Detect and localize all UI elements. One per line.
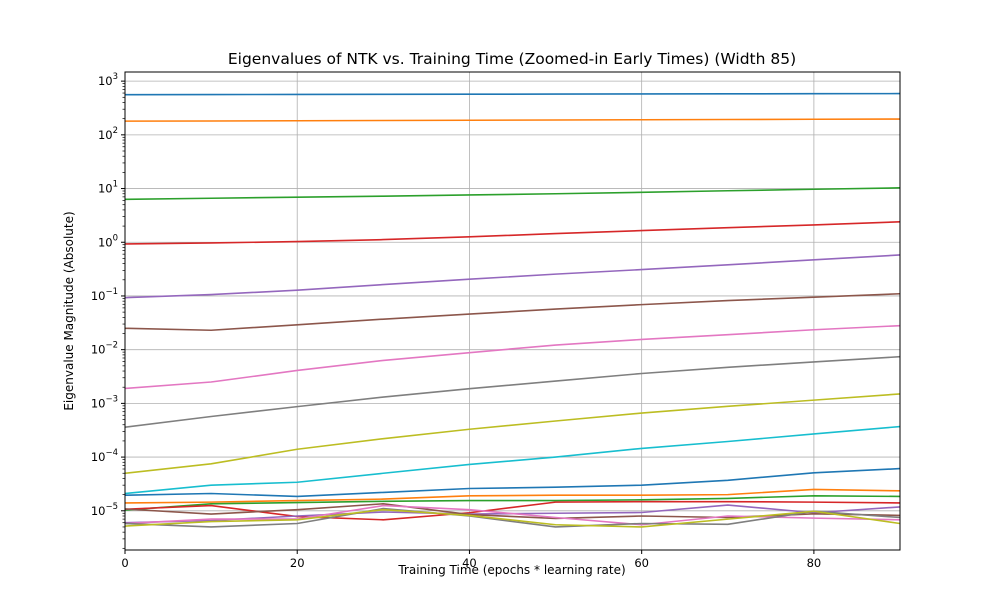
series-lines <box>124 92 901 528</box>
series-line-18 <box>124 507 901 528</box>
series-line-6 <box>124 292 901 332</box>
x-tick-label: 60 <box>634 556 649 570</box>
y-tick-label: 10−4 <box>91 448 118 464</box>
series-line-2 <box>124 118 901 122</box>
plot-frame <box>124 71 901 551</box>
series-line-3 <box>124 187 901 201</box>
series-line-13 <box>124 495 901 511</box>
series-line-9 <box>124 393 901 475</box>
y-tick-label: 100 <box>98 233 118 249</box>
series-line-4 <box>124 221 901 245</box>
x-tick-label: 80 <box>807 556 822 570</box>
series-line-7 <box>124 324 901 390</box>
x-tick-label: 0 <box>121 556 128 570</box>
y-tick-label: 10−2 <box>91 341 118 357</box>
grid-lines <box>124 72 900 550</box>
y-tick-label: 102 <box>98 126 118 142</box>
series-line-19 <box>124 508 901 528</box>
series-line-10 <box>124 425 901 495</box>
series-line-11 <box>124 467 901 498</box>
series-line-5 <box>124 254 901 299</box>
y-tick-label: 103 <box>98 72 118 88</box>
series-line-1 <box>124 92 901 96</box>
y-tick-label: 10−3 <box>91 394 118 410</box>
y-tick-label: 10−1 <box>91 287 118 303</box>
x-axis-ticks: 0 20 40 60 80 <box>121 550 821 570</box>
y-tick-label: 101 <box>98 180 118 196</box>
x-tick-label: 40 <box>462 556 477 570</box>
series-line-8 <box>124 355 901 429</box>
x-tick-label: 20 <box>290 556 305 570</box>
chart-title: Eigenvalues of NTK vs. Training Time (Zo… <box>228 50 796 68</box>
x-axis-label: Training Time (epochs * learning rate) <box>397 563 625 577</box>
y-axis-label: Eigenvalue Magnitude (Absolute) <box>62 211 76 410</box>
y-tick-label: 10−5 <box>91 502 118 518</box>
y-axis-ticks: 103 102 101 100 10−1 10−2 10−3 10−4 10−5 <box>91 72 125 549</box>
series-line-12 <box>124 488 901 504</box>
